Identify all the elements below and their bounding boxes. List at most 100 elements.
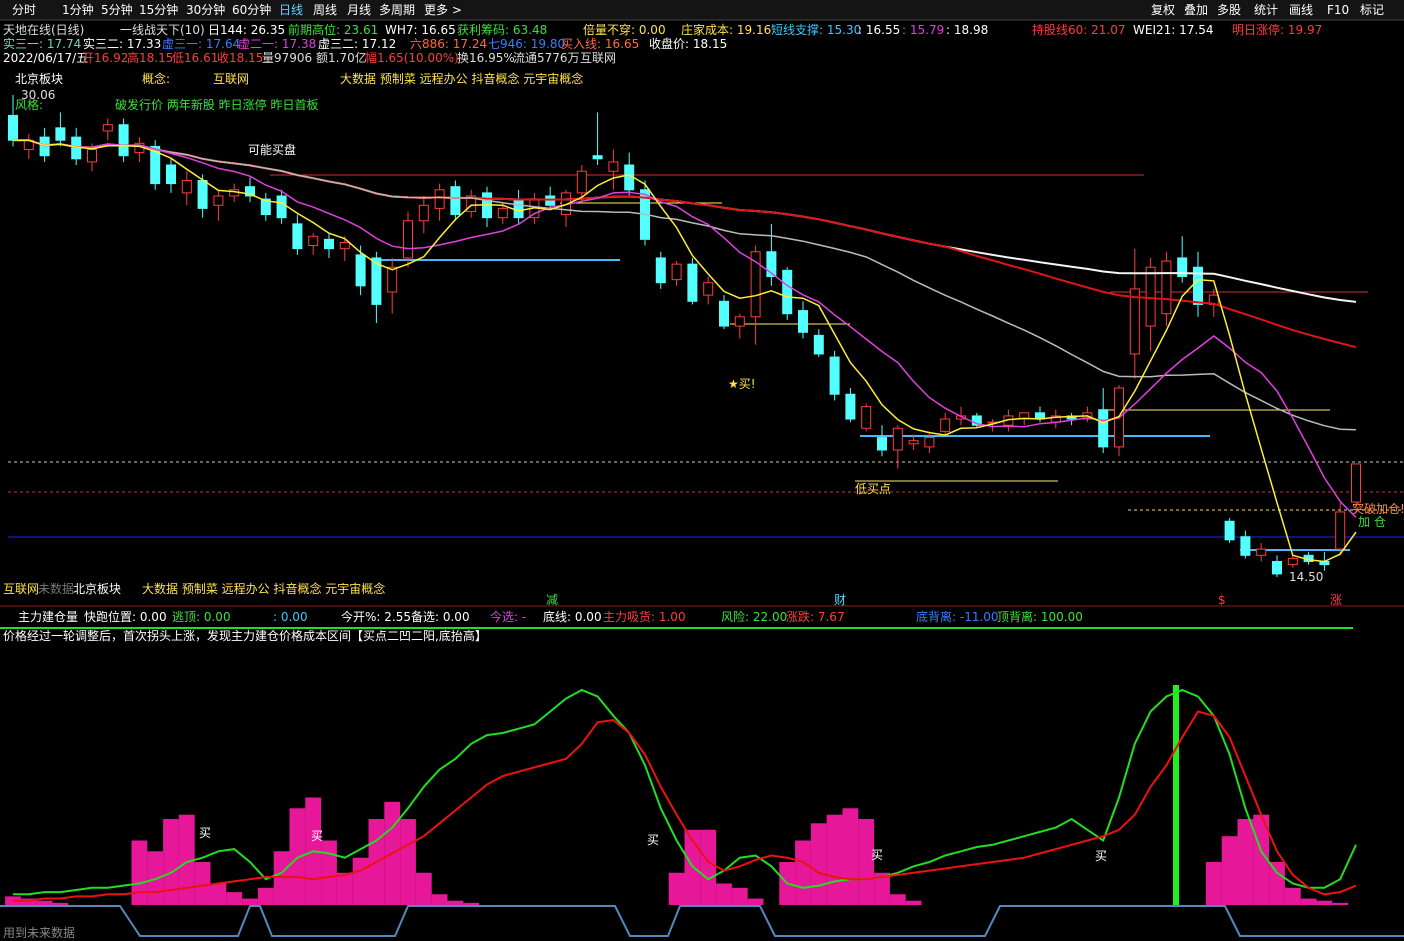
histogram-bar: [858, 819, 875, 905]
annotation: 可能买盘: [248, 143, 297, 157]
info-field: 虚三一: 17.64: [162, 37, 241, 51]
info-field: 实三二: 17.33: [83, 37, 162, 51]
candle-body: [1098, 409, 1109, 448]
indicator-field: 备选: 0.00: [411, 610, 470, 624]
info-field: 六886: 17.24: [410, 37, 488, 51]
tab[interactable]: 月线: [347, 3, 372, 17]
annotation: 加 仓: [1358, 515, 1386, 529]
tab[interactable]: 1分钟: [62, 3, 94, 17]
candle-body: [1335, 511, 1346, 550]
candle-body: [703, 282, 714, 296]
info-field: : 15.79: [902, 23, 945, 37]
quote-field: 低16.61: [172, 51, 219, 65]
candle-body: [734, 316, 745, 327]
candle-body: [798, 310, 808, 333]
candle-body: [197, 179, 208, 209]
footer-note: 用到未来数据: [3, 926, 76, 940]
stock-name: 天地在线(日线): [3, 23, 85, 37]
histogram-bar: [1300, 898, 1317, 905]
signal: $: [1218, 593, 1226, 607]
indicator-layer: [5, 688, 1357, 905]
tool-button[interactable]: F10: [1327, 3, 1350, 17]
indicator-title: 主力建仓量: [18, 610, 79, 624]
candle-body: [339, 241, 350, 250]
histogram-bar: [747, 898, 764, 905]
info-field: 七946: 19.80: [488, 37, 566, 51]
quote-field: 流通5776万: [513, 51, 580, 65]
tool-button[interactable]: 统计: [1254, 3, 1279, 17]
candle-body: [324, 238, 334, 250]
candle-body: [166, 164, 176, 185]
candle-body: [592, 155, 603, 160]
info-field: 明日涨停: 19.97: [1232, 23, 1323, 37]
toolbar-bg: [0, 0, 1404, 20]
histogram-bar: [1253, 814, 1270, 905]
info-field: 短线支撑: 15.30: [771, 23, 862, 37]
histogram-bar: [257, 887, 274, 905]
candle-body: [371, 257, 382, 305]
histogram-bar: [1205, 862, 1222, 905]
tool-button[interactable]: 标记: [1360, 3, 1385, 17]
bottom-tag: 互联网: [3, 582, 40, 596]
candle-body: [1193, 266, 1203, 305]
tab[interactable]: 周线: [313, 3, 338, 17]
candle-body: [924, 437, 935, 448]
moving-average: [13, 139, 1357, 518]
tab[interactable]: 60分钟: [232, 3, 272, 17]
histogram-bar: [905, 900, 922, 905]
tab[interactable]: 更多 >: [424, 3, 462, 17]
quote-field: 量97906: [262, 51, 313, 65]
tab[interactable]: 分时: [12, 3, 37, 17]
histogram-bar: [1332, 902, 1349, 905]
indicator-field: 主力吸货: 1.00: [603, 610, 686, 624]
tool-button[interactable]: 画线: [1289, 3, 1314, 17]
histogram-bar: [20, 898, 37, 905]
indicator-field: 快跑位置: 0.00: [84, 610, 167, 624]
quote-field: 额1.70亿: [316, 51, 367, 65]
tab[interactable]: 15分钟: [139, 3, 179, 17]
candle-body: [150, 145, 161, 185]
bottom-tag: 北京板块: [73, 582, 122, 596]
candle-body: [813, 334, 824, 355]
quote-field: 开16.92: [82, 51, 129, 65]
histogram-bar: [668, 872, 685, 905]
histogram-bar: [36, 900, 53, 905]
indicator-field: 风险: 22.00: [721, 610, 788, 624]
histogram-bar: [842, 808, 859, 905]
candle-body: [845, 393, 856, 420]
tab[interactable]: 5分钟: [101, 3, 133, 17]
candle-body: [1161, 260, 1172, 315]
tool-button[interactable]: 多股: [1217, 3, 1242, 17]
tool-button[interactable]: 叠加: [1184, 3, 1209, 17]
histogram-bar: [321, 840, 337, 905]
histogram-bar: [352, 857, 369, 905]
candle-body: [213, 195, 224, 206]
tool-button[interactable]: 复权: [1151, 3, 1176, 17]
histogram-bar: [178, 814, 195, 905]
candle-body: [87, 149, 97, 163]
indicator-line: [13, 710, 1357, 902]
info-field: 获利筹码: 63.48: [457, 23, 548, 37]
histogram-bar: [874, 872, 890, 905]
tab-active[interactable]: 日线: [279, 3, 304, 17]
annotation: 突破加仓!: [1352, 502, 1404, 516]
signal: 财: [834, 593, 847, 607]
candle-body: [497, 207, 508, 219]
candle-body: [245, 186, 255, 197]
histogram-bar: [700, 829, 717, 905]
low-mark: 14.50: [1289, 570, 1324, 584]
tab[interactable]: 多周期: [379, 3, 416, 17]
quote-field: 幅1.65(10.00%): [365, 51, 459, 65]
histogram-bar: [1269, 862, 1285, 905]
info-field: 买入线: 16.65: [561, 37, 640, 51]
histogram-bar: [131, 840, 148, 905]
formula-name: 一线战天下(10): [120, 23, 205, 37]
high-mark: 30.06: [21, 88, 56, 102]
tab[interactable]: 30分钟: [186, 3, 226, 17]
info-field: 收盘价: 18.15: [649, 37, 728, 51]
styles: 破发行价 两年新股 昨日涨停 昨日首板: [115, 98, 319, 112]
candle-body: [766, 251, 777, 278]
signal: 减: [546, 593, 559, 607]
